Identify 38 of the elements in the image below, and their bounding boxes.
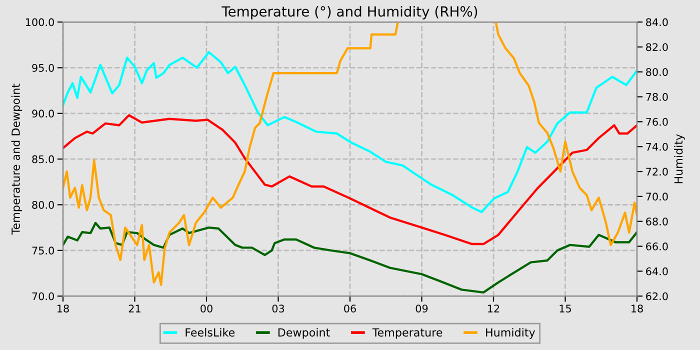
y2-tick-label: 64.0 — [646, 267, 668, 276]
y-tick-label: 95.0 — [32, 64, 54, 72]
y-tick-label: 90.0 — [32, 110, 54, 118]
chart-title: Temperature (°) and Humidity (RH%) — [222, 6, 478, 20]
y-tick-label: 75.0 — [32, 246, 54, 255]
y2-tick-label: 76.0 — [646, 118, 668, 126]
y-tick-label: 80.0 — [32, 200, 54, 209]
x-tick-label: 15 — [560, 304, 571, 312]
y-axis-title: Temperature and Dewpoint — [11, 84, 22, 235]
y2-tick-label: 66.0 — [646, 242, 668, 250]
y2-tick-label: 72.0 — [646, 168, 668, 176]
line-series — [63, 51, 637, 214]
legend-label: Dewpoint — [278, 328, 330, 339]
y-tick-label: 100.0 — [26, 18, 54, 26]
y2-tick-label: 78.0 — [646, 93, 668, 101]
x-tick-label: 12 — [488, 304, 500, 312]
y2-tick-label: 74.0 — [646, 142, 668, 151]
x-tick-label: 21 — [128, 304, 140, 312]
x-tick-label: 06 — [344, 304, 356, 312]
legend-label: FeelsLike — [186, 328, 235, 337]
y2-tick-label: 68.0 — [646, 218, 668, 226]
x-tick-label: 18 — [632, 304, 643, 312]
x-tick-label: 00 — [200, 304, 212, 312]
legend-label: Temperature — [372, 328, 442, 339]
y-tick-label: 85.0 — [32, 155, 54, 164]
y2-tick-label: 80.0 — [646, 68, 668, 76]
line-series — [63, 114, 637, 246]
x-tick-label: 09 — [416, 304, 428, 312]
x-tick-label: 03 — [272, 304, 284, 312]
y2-tick-label: 70.0 — [646, 192, 668, 201]
line-series — [63, 222, 637, 294]
legend-label: Humidity — [486, 328, 536, 339]
y2-tick-label: 62.0 — [646, 292, 668, 300]
y-tick-label: 70.0 — [32, 292, 54, 300]
x-tick-label: 18 — [58, 304, 69, 312]
y2-axis-title: Humidity — [674, 134, 685, 184]
y2-tick-label: 82.0 — [646, 43, 668, 52]
y2-tick-label: 84.0 — [646, 18, 668, 26]
